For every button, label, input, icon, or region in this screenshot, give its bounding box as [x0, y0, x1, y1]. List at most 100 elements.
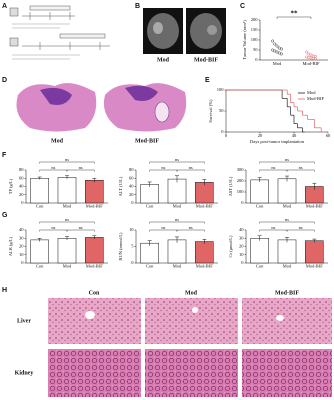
significance-label: ** [291, 10, 299, 18]
legend-label: Mod-BIF [307, 96, 324, 101]
x-tick-label: Mod-BIF [196, 204, 213, 209]
significance-label: ns [161, 225, 165, 230]
y-axis-label: AST (U/L) [228, 176, 233, 196]
y-tick-label: 60 [129, 175, 134, 180]
y-tick-label: 80 [129, 167, 134, 172]
y-tick-label: 20 [19, 244, 24, 249]
bar [57, 238, 77, 264]
significance-bracket [66, 169, 95, 172]
x-tick-label: Mod [283, 204, 292, 209]
significance-label: ns [175, 217, 179, 222]
y-tick-label: 10 [19, 252, 24, 257]
bar [195, 241, 214, 264]
significance-bracket [259, 221, 315, 224]
y-tick-label: 100 [237, 189, 245, 194]
significance-label: ns [51, 225, 55, 230]
x-tick-label: Mod-BIF [302, 61, 319, 66]
x-tick-label: Mod [273, 61, 282, 66]
significance-bracket [176, 229, 205, 232]
significance-label: ns [189, 165, 193, 170]
data-point [305, 50, 309, 54]
x-tick-label: Mod [283, 264, 292, 269]
data-point [313, 57, 317, 61]
x-axis-label: Days post-tumor implantation [250, 139, 305, 144]
image-label: Mod-BIF [135, 138, 159, 144]
y-tick-label: 100 [217, 87, 225, 92]
y-tick-label: 5 [131, 244, 134, 249]
bar [85, 237, 104, 264]
significance-label: ns [79, 165, 83, 170]
x-tick-label: 20 [258, 133, 263, 138]
bar [167, 178, 187, 204]
y-axis-label: BUN (mmol/L) [118, 232, 123, 261]
column-label: Con [89, 290, 100, 296]
panel-label: F [2, 152, 7, 159]
significance-label: ns [285, 157, 289, 162]
y-tick-label: 50 [253, 47, 258, 52]
significance-label: ns [65, 217, 69, 222]
data-point [279, 47, 283, 51]
schematic [9, 5, 110, 60]
significance-bracket [259, 229, 288, 232]
column-label: Mod [185, 290, 198, 296]
legend-label: Mod [307, 90, 316, 95]
y-tick-label: 10 [129, 227, 134, 232]
y-tick-label: 20 [239, 244, 244, 249]
histology-grid [48, 298, 332, 397]
significance-bracket [286, 229, 315, 232]
x-tick-label: Con [146, 264, 154, 269]
significance-bracket [149, 221, 205, 224]
significance-label: ns [175, 157, 179, 162]
y-tick-label: 0 [241, 260, 244, 265]
y-tick-label: 200 [251, 17, 259, 22]
y-tick-label: 300 [237, 167, 245, 172]
y-tick-label: 0 [241, 200, 244, 205]
y-tick-label: 40 [129, 184, 134, 189]
significance-bracket [149, 229, 178, 232]
x-tick-label: Mod-BIF [306, 204, 323, 209]
y-tick-label: 40 [19, 227, 24, 232]
significance-label: ns [271, 225, 275, 230]
significance-bracket [259, 161, 315, 164]
significance-bracket [176, 169, 205, 172]
y-axis-label: Cr (μmol/L) [228, 235, 233, 258]
significance-label: ns [299, 165, 303, 170]
y-tick-label: 0 [131, 200, 134, 205]
significance-bracket [39, 161, 95, 164]
x-tick-label: Mod [173, 204, 182, 209]
significance-label: ns [51, 165, 55, 170]
panel-label: H [2, 287, 7, 294]
bar [140, 242, 159, 264]
y-tick-label: 20 [19, 192, 24, 197]
x-tick-label: Con [146, 204, 154, 209]
significance-label: ns [285, 217, 289, 222]
x-tick-label: Con [36, 204, 44, 209]
bar [305, 240, 324, 264]
y-axis-label: TP (g/L) [8, 178, 13, 194]
mri-image [147, 13, 179, 49]
y-tick-label: 200 [237, 178, 245, 183]
bar [30, 178, 49, 204]
x-tick-label: Mod-BIF [306, 264, 323, 269]
x-tick-label: Mod [63, 204, 72, 209]
x-tick-label: 60 [326, 133, 331, 138]
mri-image [190, 13, 222, 49]
y-tick-label: 80 [19, 167, 24, 172]
panel-label: D [2, 77, 7, 84]
significance-label: ns [299, 225, 303, 230]
y-tick-label: 10 [239, 252, 244, 257]
x-tick-label: 40 [292, 133, 297, 138]
y-tick-label: 30 [19, 235, 24, 240]
bar [140, 184, 159, 204]
x-tick-label: Mod-BIF [196, 264, 213, 269]
significance-label: ns [79, 225, 83, 230]
x-tick-label: 0 [225, 133, 228, 138]
panel-label: C [240, 3, 245, 10]
data-point [273, 42, 277, 46]
y-tick-label: 0 [21, 260, 24, 265]
x-tick-label: Mod-BIF [86, 264, 103, 269]
bar [167, 239, 187, 264]
significance-bracket [259, 169, 288, 172]
data-point [279, 52, 283, 56]
y-tick-label: 30 [239, 235, 244, 240]
